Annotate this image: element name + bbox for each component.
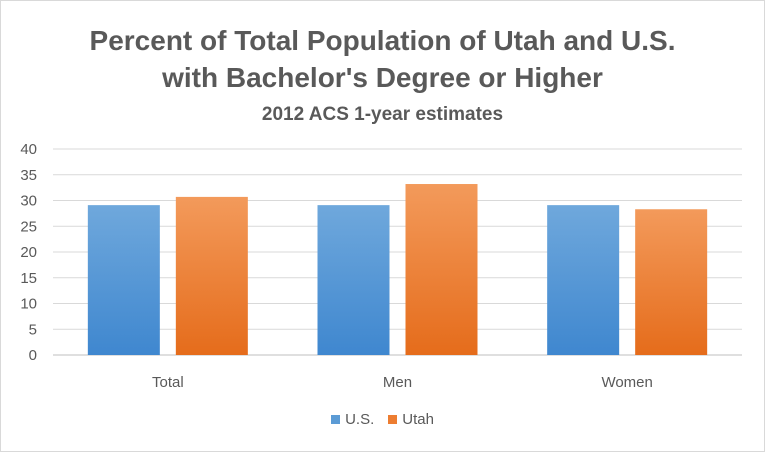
chart-title-line-2: with Bachelor's Degree or Higher bbox=[162, 62, 603, 93]
bar-men-utah bbox=[405, 184, 478, 355]
legend-label-utah: Utah bbox=[402, 411, 434, 428]
legend-label-us: U.S. bbox=[345, 411, 375, 428]
bar-total-us bbox=[87, 205, 160, 355]
bar-women-utah bbox=[635, 209, 708, 355]
x-tick-label-men: Men bbox=[383, 374, 412, 391]
y-tick-label-25: 25 bbox=[20, 218, 37, 235]
y-tick-label-0: 0 bbox=[29, 347, 37, 364]
legend: U.S. Utah bbox=[1, 411, 764, 428]
y-tick-label-5: 5 bbox=[29, 321, 37, 338]
y-tick-label-30: 30 bbox=[20, 193, 37, 210]
legend-entry-utah: Utah bbox=[388, 411, 434, 428]
legend-entry-us: U.S. bbox=[331, 411, 374, 428]
legend-swatch-utah bbox=[388, 415, 398, 424]
legend-swatch-us bbox=[331, 415, 341, 424]
bar-men-us bbox=[317, 205, 390, 355]
y-tick-label-40: 40 bbox=[20, 141, 37, 158]
x-tick-label-women: Women bbox=[601, 374, 652, 391]
chart-title: Percent of Total Population of Utah and … bbox=[89, 25, 676, 56]
bar-women-us bbox=[547, 205, 620, 355]
y-tick-label-15: 15 bbox=[20, 270, 37, 287]
y-tick-label-35: 35 bbox=[20, 167, 37, 184]
y-tick-label-10: 10 bbox=[20, 296, 37, 313]
y-tick-label-20: 20 bbox=[20, 244, 37, 261]
chart-subtitle: 2012 ACS 1-year estimates bbox=[261, 104, 504, 125]
bar-total-utah bbox=[175, 196, 248, 355]
x-tick-label-total: Total bbox=[152, 374, 184, 391]
